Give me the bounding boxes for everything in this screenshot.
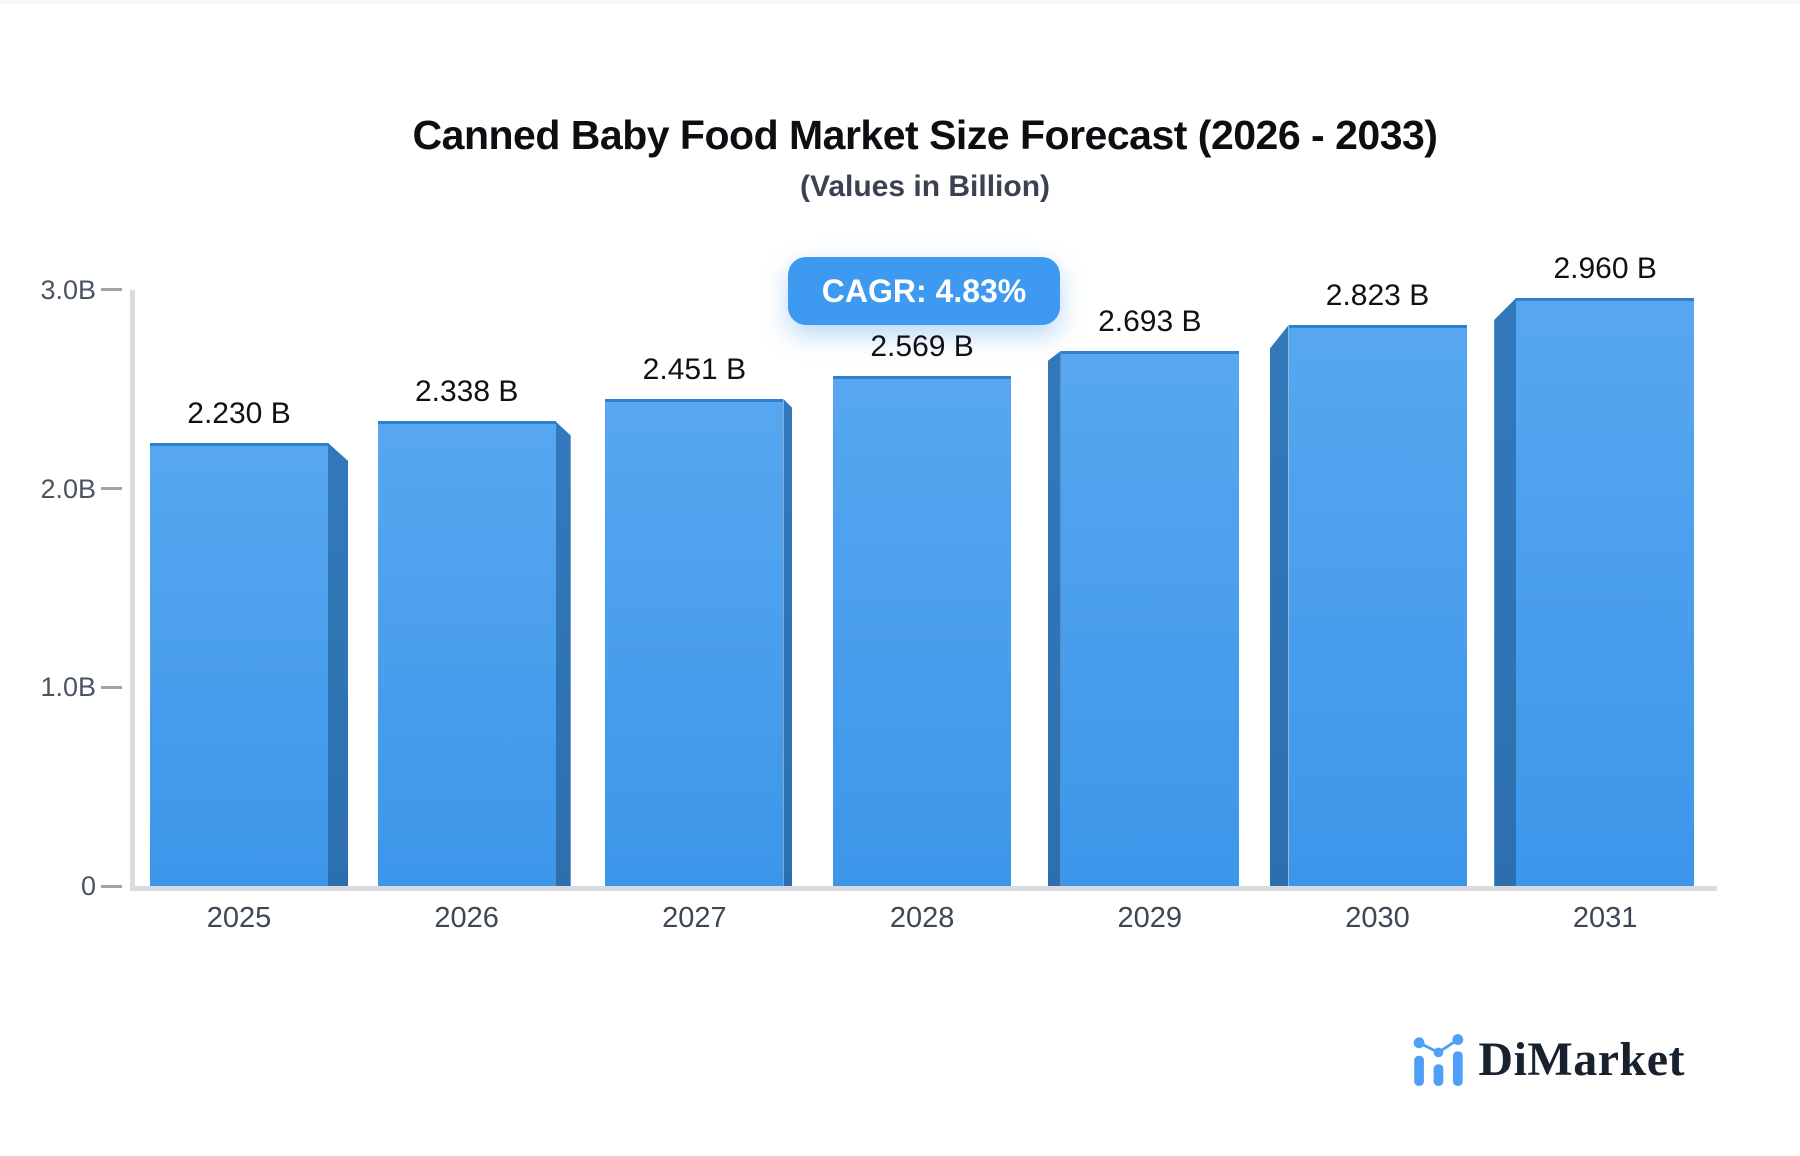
x-axis-label: 2031 [1572,902,1638,934]
page-top-border [0,0,1800,4]
x-axis-label: 2025 [206,902,272,934]
x-axis-label: 2028 [889,902,955,934]
bar-2025[interactable] [150,442,328,888]
y-axis-tick-label: 3.0B [40,274,96,305]
bar-2031-side-face [1494,297,1517,888]
bar-2026[interactable] [377,421,556,888]
bar-2029[interactable] [1060,350,1239,888]
bar-value-label: 2.569 B [870,329,974,363]
y-axis-line [130,290,135,891]
x-axis-label: 2026 [434,902,499,934]
brand-logo[interactable]: DiMarket [1412,1032,1685,1088]
brand-name: DiMarket [1478,1033,1685,1086]
bar-2027-side-face [783,398,793,888]
bar-2029-side-face [1047,350,1061,888]
bar-value-label: 2.693 B [1098,304,1202,338]
y-axis-tick-label: 0 [80,871,96,901]
y-axis-tick-label: 2.0B [40,473,96,504]
bar-2027[interactable] [605,398,784,888]
bar-2030-side-face [1269,325,1289,888]
bar-2030[interactable] [1288,325,1467,888]
y-axis-tick-mark [101,487,122,491]
chart-subtitle: (Values in Billion) [799,170,1051,203]
bar-2031[interactable] [1516,297,1695,888]
x-axis-label: 2030 [1345,902,1410,934]
x-axis-label: 2029 [1117,902,1183,934]
y-axis-tick-label: 1.0B [40,672,96,703]
y-axis-tick-mark [101,884,122,888]
x-axis-line [130,886,1717,891]
y-axis-tick-mark [101,685,122,689]
x-axis-label: 2027 [662,902,727,934]
y-axis-tick-mark [101,288,122,292]
bar-value-label: 2.338 B [414,375,519,409]
chart-title: Canned Baby Food Market Size Forecast (2… [412,112,1438,158]
bar-value-label: 2.960 B [1553,251,1657,285]
bar-value-label: 2.451 B [642,352,747,386]
cagr-badge-label: CAGR: 4.83% [821,272,1027,309]
bar-value-label: 2.230 B [187,396,291,430]
bar-2028[interactable] [833,375,1012,888]
bar-line-chart-icon [1412,1032,1466,1088]
bar-value-label: 2.823 B [1325,279,1430,313]
bar-2026-side-face [555,421,571,888]
bar-2025-side-face [328,442,348,888]
cagr-badge: CAGR: 4.83% [788,257,1060,325]
